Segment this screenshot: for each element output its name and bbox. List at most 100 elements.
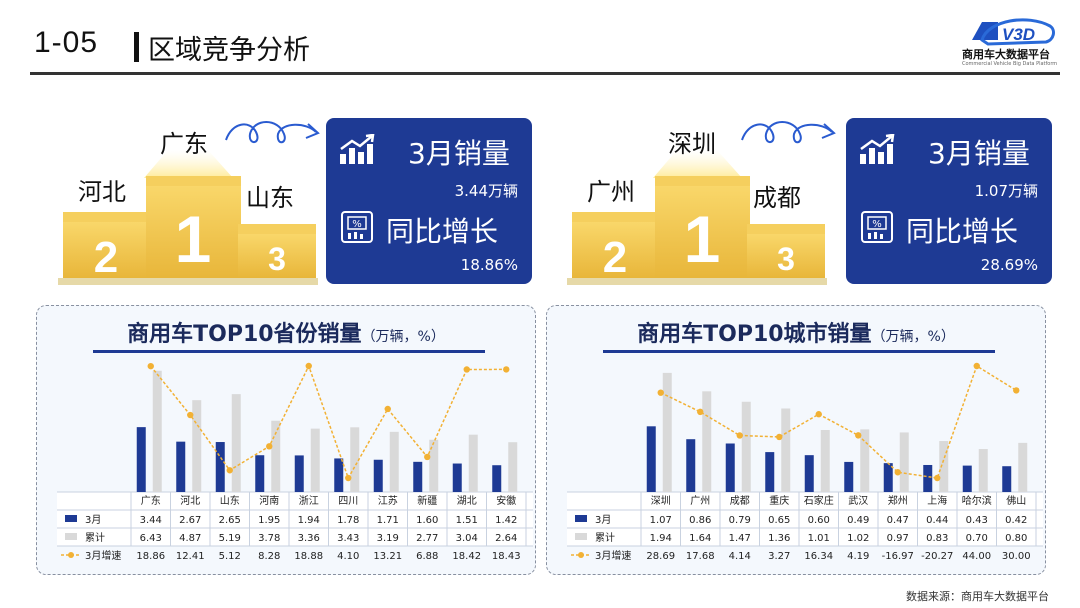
value-label: 1.51 xyxy=(456,515,478,526)
value-label: 0.47 xyxy=(887,515,909,526)
bar-cumulative xyxy=(152,370,162,492)
bar-cumulative xyxy=(192,400,202,492)
podium-3-block xyxy=(747,234,825,278)
value-label: 0.80 xyxy=(1005,533,1027,544)
category-label: 江苏 xyxy=(378,494,398,507)
bar-cumulative xyxy=(899,432,909,492)
value-label: 2.77 xyxy=(416,533,438,544)
spotlight-glow xyxy=(653,150,742,178)
bar-march xyxy=(413,461,423,492)
category-label: 新疆 xyxy=(417,494,437,507)
value-label: 17.68 xyxy=(686,551,715,562)
data-source: 数据来源：商用车大数据平台 xyxy=(906,590,1049,603)
value-label: 18.43 xyxy=(492,551,521,562)
category-label: 四川 xyxy=(338,496,358,507)
title-underline xyxy=(603,350,995,353)
value-label: 3.04 xyxy=(456,533,478,544)
growth-point xyxy=(305,362,312,370)
bar-march xyxy=(294,455,304,492)
growth-value: 18.86% xyxy=(460,256,518,274)
podium-1-block xyxy=(146,186,241,278)
bar-cumulative xyxy=(702,391,712,492)
bar-cumulative xyxy=(820,429,830,492)
value-label: 18.88 xyxy=(294,551,323,562)
data-table-bg xyxy=(567,492,1043,546)
podium-1-top xyxy=(146,176,241,186)
sales-label: 3月销量 xyxy=(408,137,510,170)
growth-point xyxy=(776,433,783,441)
podium-3-top xyxy=(747,224,825,234)
value-label: 30.00 xyxy=(1002,551,1031,562)
growth-point xyxy=(934,474,941,482)
category-label: 深圳 xyxy=(651,495,671,507)
bar-cumulative xyxy=(389,431,399,492)
value-label: 0.60 xyxy=(808,515,830,526)
value-label: 4.14 xyxy=(729,551,751,562)
percent-chart-icon: % xyxy=(341,211,373,243)
value-label: 4.19 xyxy=(847,551,869,562)
bar-march xyxy=(255,455,265,492)
bar-cumulative xyxy=(860,429,870,492)
swoosh-icon xyxy=(980,18,1055,46)
podium-third-label: 山东 xyxy=(246,184,294,212)
legend-swatch-march xyxy=(575,515,587,522)
category-label: 安徽 xyxy=(496,494,516,507)
value-label: 18.86 xyxy=(136,551,165,562)
podium-3-block xyxy=(238,234,316,278)
podium-third-label: 成都 xyxy=(753,184,801,212)
bar-march xyxy=(883,463,893,492)
page-title: 区域竞争分析 xyxy=(148,35,310,66)
value-label: 3.27 xyxy=(768,551,790,562)
rank-1: 1 xyxy=(684,202,721,276)
value-label: 4.10 xyxy=(337,551,359,562)
growth-line xyxy=(660,364,1017,479)
bar-march xyxy=(334,458,344,492)
value-label: 1.94 xyxy=(650,533,672,544)
bar-cumulative xyxy=(939,441,949,492)
city-sales-card: 3月销量 1.07万辆 % 同比增长 28.69% xyxy=(846,118,1052,284)
rank-3: 3 xyxy=(777,241,795,277)
podium-3-top xyxy=(238,224,316,234)
value-label: 4.87 xyxy=(179,533,201,544)
podium-first-label: 深圳 xyxy=(668,130,716,158)
value-label: 3.36 xyxy=(298,533,320,544)
growth-line xyxy=(150,364,507,480)
bar-march xyxy=(1002,466,1012,492)
value-label: 0.44 xyxy=(926,515,948,526)
growth-point xyxy=(894,469,901,476)
bar-march xyxy=(215,442,225,492)
logo-subtitle: Commercial Vehicle Big Data Platform xyxy=(962,61,1058,67)
growth-point xyxy=(266,443,273,450)
chart-title: 商用车TOP10省份销量（万辆，%） xyxy=(37,316,535,348)
bar-march xyxy=(765,452,775,492)
category-label: 成都 xyxy=(730,495,750,507)
value-label: 1.07 xyxy=(650,515,672,526)
category-label: 佛山 xyxy=(1006,494,1026,507)
category-label: 郑州 xyxy=(888,494,908,507)
legend-label: 3月增速 xyxy=(85,549,121,562)
curly-arrow-icon xyxy=(741,121,836,144)
podium-2-block xyxy=(63,222,148,278)
bar-march xyxy=(844,461,854,492)
value-label: 5.12 xyxy=(219,551,241,562)
value-label: 1.42 xyxy=(495,515,517,526)
category-label: 浙江 xyxy=(299,495,319,507)
podium-base xyxy=(58,278,318,285)
bar-cumulative xyxy=(508,442,518,492)
province-combo-chart: 广东 河北 山东 河南 浙江 四川 江苏 新疆 湖北 安徽 3月 3.44 2.67 2.65 1.95 1.… xyxy=(57,362,533,562)
value-label: 0.42 xyxy=(1005,515,1027,526)
title-divider xyxy=(134,32,139,62)
value-label: 5.19 xyxy=(219,533,241,544)
city-combo-chart: 深圳 广州 成都 重庆 石家庄 武汉 郑州 上海 哈尔滨 佛山 3月 1.07 0.86 0.79 0.65… xyxy=(567,362,1043,562)
chart-unit: （万辆，%） xyxy=(871,329,955,345)
podium-2-block xyxy=(572,222,657,278)
bar-cumulative xyxy=(429,439,439,492)
legend-label: 3月 xyxy=(85,514,101,526)
chart-unit: （万辆，%） xyxy=(361,329,445,345)
rank-2: 2 xyxy=(94,233,118,282)
podium-2-top xyxy=(63,212,148,222)
value-label: 3.78 xyxy=(258,533,280,544)
bar-march xyxy=(136,427,146,492)
rising-bars-icon xyxy=(860,134,895,164)
value-label: 3.43 xyxy=(337,533,359,544)
